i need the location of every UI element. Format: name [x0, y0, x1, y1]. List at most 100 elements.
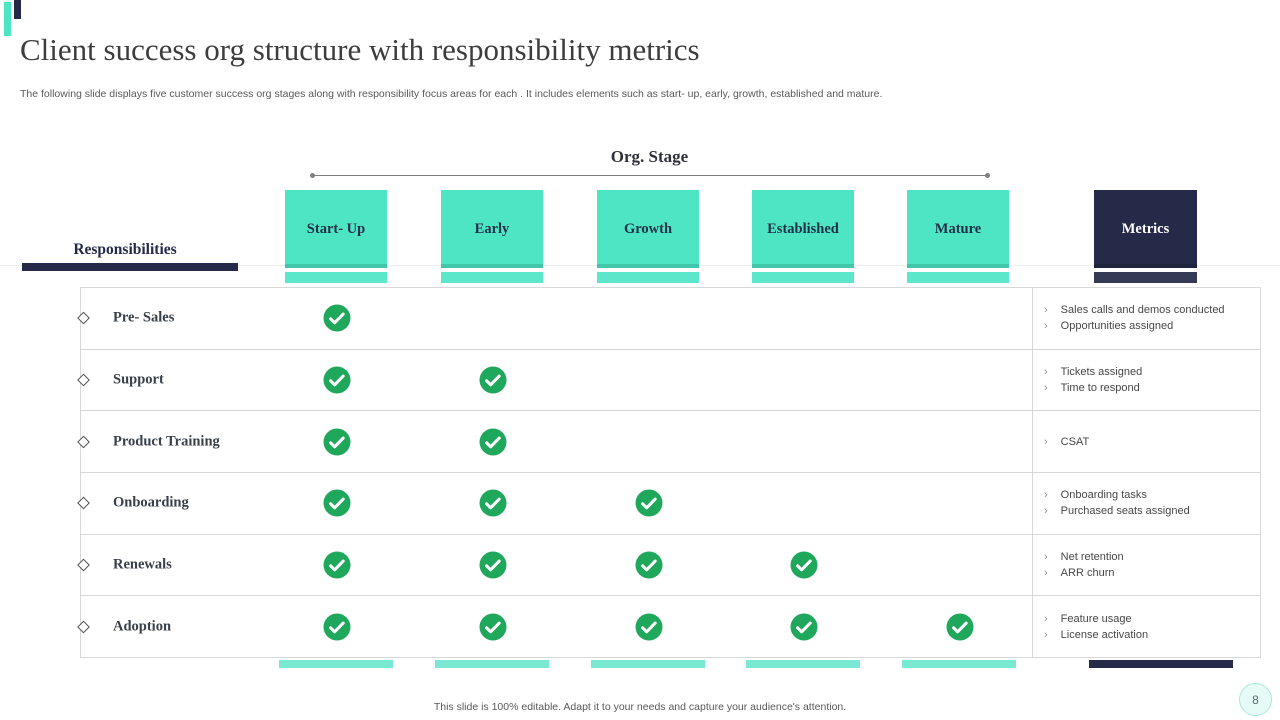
- accent-bar-teal: [4, 2, 11, 36]
- diamond-bullet-icon: [77, 496, 90, 510]
- check-icon: [479, 551, 507, 579]
- check-icon: [323, 428, 351, 456]
- metric-item: › ARR churn: [1044, 566, 1256, 580]
- metric-item: › Tickets assigned: [1044, 365, 1256, 379]
- chevron-bullet-icon: ›: [1044, 304, 1048, 317]
- chevron-bullet-icon: ›: [1044, 489, 1048, 502]
- footer-note: This slide is 100% editable. Adapt it to…: [433, 701, 847, 713]
- page-subtitle: The following slide displays five custom…: [20, 88, 883, 100]
- check-icon: [323, 304, 351, 332]
- metric-item: › License activation: [1044, 628, 1256, 642]
- chevron-bullet-icon: ›: [1044, 612, 1048, 625]
- column-strip: [597, 272, 699, 283]
- chevron-bullet-icon: ›: [1044, 628, 1048, 641]
- check-icon: [635, 489, 663, 517]
- row-label: Renewals: [113, 556, 172, 573]
- diamond-bullet-icon: [77, 311, 90, 325]
- page-title: Client success org structure with respon…: [20, 32, 700, 67]
- metric-text: Net retention: [1060, 551, 1124, 564]
- stage-header-early: Early: [441, 190, 543, 268]
- metric-text: Feature usage: [1060, 612, 1132, 625]
- check-icon: [479, 489, 507, 517]
- metrics-header: Metrics: [1094, 190, 1197, 268]
- chevron-bullet-icon: ›: [1044, 567, 1048, 580]
- check-icon: [635, 613, 663, 641]
- stage-header-growth: Growth: [597, 190, 699, 268]
- metric-text: Sales calls and demos conducted: [1060, 304, 1225, 317]
- diamond-bullet-icon: [77, 435, 90, 449]
- diamond-bullet-icon: [77, 558, 90, 572]
- check-icon: [946, 613, 974, 641]
- row-label: Pre- Sales: [113, 309, 175, 326]
- column-strip: [279, 660, 393, 668]
- column-strip: [435, 660, 549, 668]
- metrics-cell: › Onboarding tasks › Purchased seats assign…: [1032, 473, 1262, 534]
- check-icon: [323, 489, 351, 517]
- chevron-bullet-icon: ›: [1044, 366, 1048, 378]
- metric-item: › Opportunities assigned: [1044, 319, 1256, 333]
- stage-header-start-up: Start- Up: [285, 190, 387, 268]
- check-icon: [790, 551, 818, 579]
- column-strip: [902, 660, 1016, 668]
- page-number-badge: 8: [1239, 683, 1272, 716]
- chevron-bullet-icon: ›: [1044, 551, 1048, 564]
- metric-text: Tickets assigned: [1060, 366, 1143, 378]
- responsibility-matrix: Pre- Sales › Sales calls and demos conduc…: [77, 287, 1262, 658]
- stage-header-established: Established: [752, 190, 854, 268]
- metric-text: Time to respond: [1060, 382, 1140, 394]
- metric-text: Opportunities assigned: [1060, 320, 1174, 333]
- row-label: Product Training: [113, 433, 220, 450]
- metric-text: ARR churn: [1060, 567, 1115, 580]
- metric-text: License activation: [1060, 628, 1149, 641]
- column-strip: [907, 272, 1009, 283]
- metric-item: › Feature usage: [1044, 612, 1256, 626]
- row-label: Support: [113, 371, 164, 388]
- responsibilities-underline: [22, 263, 238, 271]
- check-icon: [479, 613, 507, 641]
- check-icon: [323, 366, 351, 394]
- metrics-cell: › Feature usage › License activation: [1032, 596, 1262, 658]
- chevron-bullet-icon: ›: [1044, 320, 1048, 333]
- check-icon: [479, 366, 507, 394]
- metrics-cell: › Net retention › ARR churn: [1032, 534, 1262, 596]
- metric-text: CSAT: [1060, 435, 1090, 448]
- metric-item: › Sales calls and demos conducted: [1044, 303, 1256, 317]
- table-row: Support › Tickets assigned › Time to respon…: [77, 349, 1262, 412]
- metric-item: › CSAT: [1044, 435, 1256, 449]
- org-stage-span-line: [310, 173, 990, 178]
- metrics-cell: › CSAT: [1032, 411, 1262, 473]
- column-strip: [441, 272, 543, 283]
- check-icon: [635, 551, 663, 579]
- org-stage-label: Org. Stage: [610, 147, 689, 166]
- metrics-cell: › Sales calls and demos conducted › Opportu…: [1032, 288, 1262, 349]
- chevron-bullet-icon: ›: [1044, 505, 1048, 518]
- table-row: Renewals › Net retention › ARR churn: [77, 534, 1262, 597]
- line-endpoint-icon: [985, 173, 990, 178]
- table-row: Pre- Sales › Sales calls and demos conduc…: [77, 288, 1262, 350]
- column-strip: [1094, 272, 1197, 283]
- line-endpoint-icon: [310, 173, 315, 178]
- row-label: Adoption: [113, 618, 172, 635]
- metric-item: › Net retention: [1044, 550, 1256, 564]
- column-strip: [746, 660, 860, 668]
- metric-item: › Onboarding tasks: [1044, 488, 1256, 502]
- check-icon: [790, 613, 818, 641]
- check-icon: [479, 428, 507, 456]
- column-strip: [591, 660, 705, 668]
- chevron-bullet-icon: ›: [1044, 435, 1048, 448]
- table-row: Product Training › CSAT: [77, 411, 1262, 474]
- metric-text: Purchased seats assigned: [1060, 505, 1190, 518]
- column-strip: [1089, 660, 1233, 668]
- chevron-bullet-icon: ›: [1044, 382, 1048, 394]
- diamond-bullet-icon: [77, 620, 90, 634]
- column-strip: [752, 272, 854, 283]
- check-icon: [323, 551, 351, 579]
- row-label: Onboarding: [113, 494, 189, 511]
- table-row: Adoption › Feature usage › License activati…: [77, 596, 1262, 658]
- metric-text: Onboarding tasks: [1060, 489, 1147, 502]
- metric-item: › Time to respond: [1044, 381, 1256, 395]
- diamond-bullet-icon: [77, 373, 90, 387]
- metrics-cell: › Tickets assigned › Time to respond: [1032, 349, 1262, 411]
- check-icon: [323, 613, 351, 641]
